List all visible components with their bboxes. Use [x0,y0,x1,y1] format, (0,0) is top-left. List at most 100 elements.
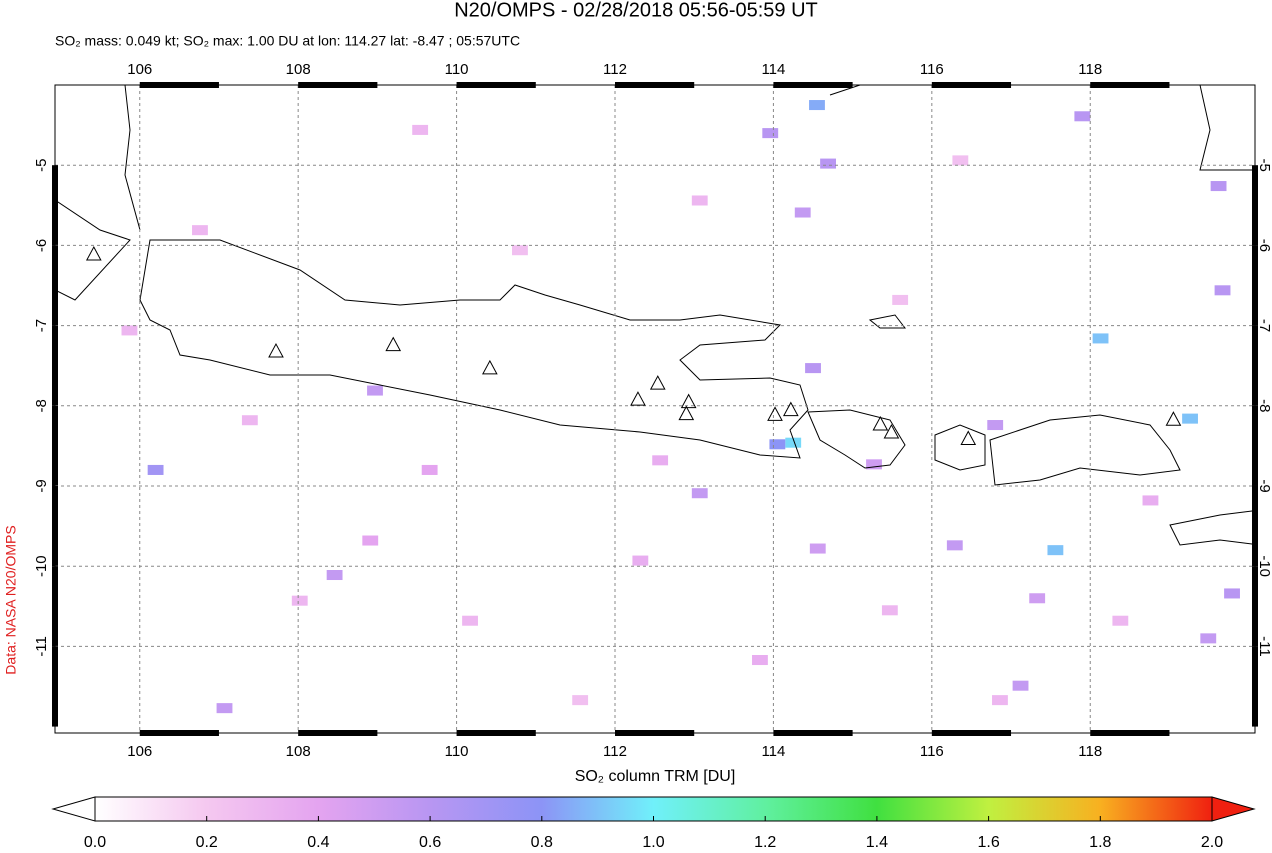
chart-title: N20/OMPS - 02/28/2018 05:56-05:59 UT [454,0,818,21]
so2-pixel [794,207,811,218]
colorbar-extend-high [1211,796,1256,822]
map-frame [52,82,1258,736]
y-tick-label: -7 [33,319,50,332]
so2-pixel [809,100,825,111]
coastline [868,314,907,329]
so2-pixel [691,488,708,499]
so2-pixel [1012,680,1029,691]
so2-pixel [291,595,308,606]
so2-pixel [121,325,138,336]
coastline [989,414,1181,486]
x-tick-label: 112 [603,743,627,760]
so2-pixel [652,455,669,466]
y-tick-label: -6 [33,239,50,252]
so2-pixel [1047,545,1064,556]
x-tick-label: 110 [445,743,469,760]
volcano-marker [680,393,697,409]
subtitle: SO₂ mass: 0.049 kt; SO₂ max: 1.00 DU at … [55,33,520,49]
x-tick-label: 118 [1078,61,1102,78]
so2-pixel [691,195,708,206]
coastline [55,199,131,301]
x-tick-label: 116 [920,61,944,78]
colorbar-tick-label: 2.0 [1201,834,1223,851]
so2-pixel [762,128,779,139]
coastline [1169,510,1255,546]
x-tick-label: 106 [127,743,152,760]
y-tick-label: -5 [1256,159,1272,172]
so2-pixel [992,695,1008,706]
colorbar-tick-label: 1.8 [1089,834,1111,851]
so2-pixel [1142,495,1159,506]
so2-pixel [1182,413,1198,424]
so2-pixel [326,569,343,581]
volcano-marker [630,391,646,406]
so2-pixel [572,695,589,706]
so2-pixel [632,555,649,566]
so2-pixel [362,535,379,546]
volcano-marker [767,406,783,421]
so2-pixel [192,225,208,236]
colorbar-tick-label: 0.2 [196,834,218,851]
x-tick-label: 116 [920,743,944,760]
volcano-marker [268,343,284,358]
coastlines [55,85,1255,546]
colorbar-extend-low [51,796,96,822]
so2-pixel [866,459,882,470]
colorbar-tick-label: 1.6 [977,834,999,851]
so2-pixel [512,245,528,256]
y-tick-label: -8 [33,399,50,412]
y-tick-label: -6 [1256,239,1272,252]
y-tick-label: -10 [1256,555,1272,577]
volcano-marker [883,424,900,439]
y-tick-label: -9 [33,479,50,492]
volcano-marker [385,336,402,352]
so2-pixel [752,655,768,666]
so2-pixel [892,294,909,305]
x-tick-label: 118 [1078,743,1102,760]
so2-pixel [785,437,802,448]
volcano-marker [649,375,666,390]
so2-pixel [1112,615,1129,626]
coastline [139,239,809,459]
volcano-marker [872,415,889,431]
so2-pixel [952,155,969,166]
x-tick-label: 114 [761,61,785,78]
y-tick-label: -11 [1256,636,1272,657]
so2-pixel [1214,285,1231,296]
volcano-marker [678,405,695,421]
y-tick-label: -8 [1256,399,1272,412]
volcano-marker [960,430,977,445]
colorbar-tick-label: 0.6 [419,834,441,851]
x-tick-label: 112 [603,61,627,78]
so2-pixel [805,363,821,374]
so2-pixel [1092,333,1109,344]
so2-pixel [367,385,383,396]
x-tick-label: 106 [127,61,152,78]
so2-pixel [987,420,1004,431]
so2-pixel [241,415,258,426]
so2-pixel [1224,588,1240,599]
so2-pixel [462,615,478,626]
colorbar-label: SO₂ column TRM [DU] [575,768,736,785]
coastline [934,424,986,471]
volcano-marker [85,245,102,261]
colorbar-tick-label: 1.0 [642,834,664,851]
y-tick-label: -10 [33,555,50,577]
so2-pixel [1200,633,1217,644]
coastline [807,409,906,469]
x-tick-label: 110 [445,61,469,78]
x-tick-label: 108 [286,61,311,78]
y-tick-label: -7 [1256,319,1272,332]
y-tick-label: -5 [33,159,50,172]
colorbar-tick-label: 0.4 [307,834,329,851]
pixel-layer [121,100,1240,714]
so2-pixel [1074,111,1091,122]
y-tick-label: -11 [33,636,50,657]
coastline [829,85,861,96]
colorbar-tick-label: 0.8 [531,834,553,851]
volcano-marker [783,401,799,417]
map-border [54,84,1256,734]
so2-pixel [769,439,786,450]
